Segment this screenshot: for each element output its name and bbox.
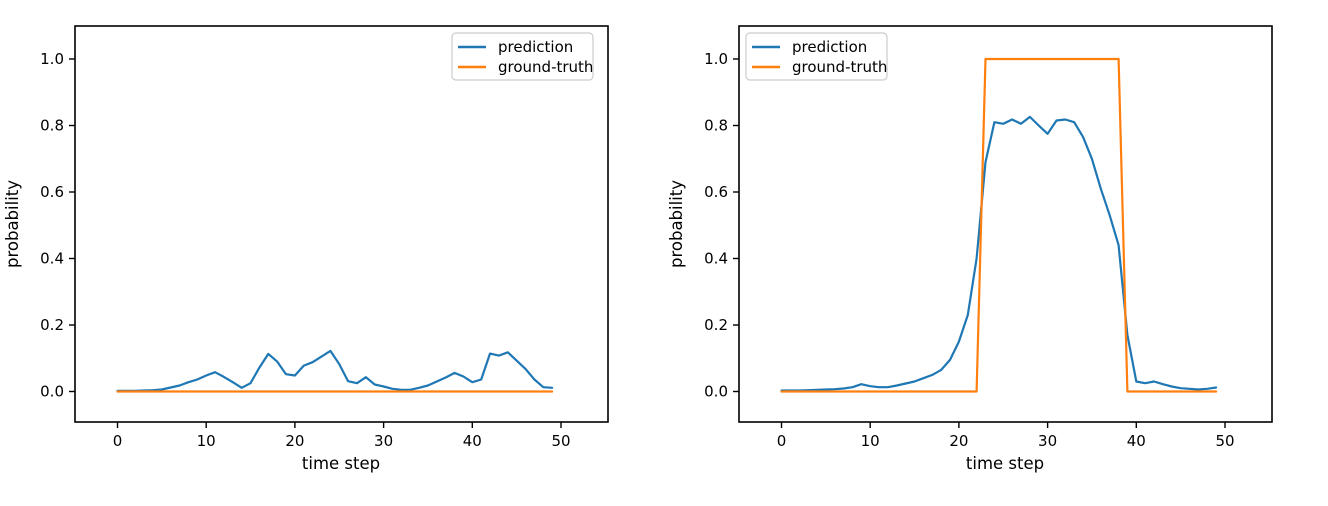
x-tick-label: 10 <box>861 432 880 450</box>
y-tick-label: 0.8 <box>704 117 728 135</box>
y-tick-label: 0.0 <box>40 383 64 401</box>
plot-frame <box>738 25 1273 423</box>
x-tick-label: 40 <box>463 432 482 450</box>
x-tick-label: 20 <box>949 432 968 450</box>
chart-right: 0 10 20 30 40 50 0.0 0.2 0.4 0.6 0.8 1.0 time step … <box>664 0 1328 506</box>
legend: prediction ground-truth <box>745 32 888 81</box>
data-lines <box>780 57 1218 393</box>
x-axis-label: time step <box>966 454 1044 473</box>
legend-ground-truth-label: ground-truth <box>498 58 593 76</box>
y-tick-label: 0.0 <box>704 383 728 401</box>
y-tick-label: 0.6 <box>704 183 728 201</box>
x-tick-label: 40 <box>1127 432 1146 450</box>
ground-truth-line <box>780 57 1218 393</box>
y-axis-label: probability <box>3 180 22 268</box>
y-tick-label: 0.2 <box>704 316 728 334</box>
x-tick-label: 20 <box>285 432 304 450</box>
x-tick-label: 0 <box>113 432 123 450</box>
x-tick-label: 0 <box>777 432 787 450</box>
prediction-line <box>116 349 554 392</box>
chart-left-plot: 0 10 20 30 40 500.00.20.40.60.81.0 time step … <box>3 25 609 473</box>
chart-right-plot: 0 10 20 30 40 500.00.20.40.60.81.0 time step … <box>667 25 1273 473</box>
legend-box <box>451 32 594 81</box>
y-tick-label: 0.2 <box>40 316 64 334</box>
y-tick-label: 0.8 <box>40 117 64 135</box>
y-tick-label: 1.0 <box>40 50 64 68</box>
y-axis-label: probability <box>667 180 686 268</box>
legend-box <box>745 32 888 81</box>
chart-left: 0 10 20 30 40 50 0.0 0.2 0.4 0.6 0.8 1.0 time step … <box>3 25 609 473</box>
y-tick-label: 0.6 <box>40 183 64 201</box>
y-tick-label: 1.0 <box>704 50 728 68</box>
axis-ticks: 0 10 20 30 40 50 0.0 0.2 0.4 0.6 0.8 1.0 <box>704 50 1234 450</box>
y-tick-label: 0.4 <box>704 250 728 268</box>
x-axis-label: time step <box>302 454 380 473</box>
x-tick-label: 30 <box>374 432 393 450</box>
data-lines <box>116 349 554 393</box>
y-tick-label: 0.4 <box>40 250 64 268</box>
legend: prediction ground-truth <box>451 32 594 81</box>
legend-ground-truth-label: ground-truth <box>792 58 887 76</box>
plot-frame <box>74 25 609 423</box>
x-tick-label: 10 <box>197 432 216 450</box>
legend-prediction-label: prediction <box>498 38 573 56</box>
axis-ticks: 0 10 20 30 40 50 0.0 0.2 0.4 0.6 0.8 1.0 <box>40 50 570 450</box>
legend-prediction-label: prediction <box>792 38 867 56</box>
x-tick-label: 30 <box>1038 432 1057 450</box>
x-tick-label: 50 <box>551 432 570 450</box>
x-tick-label: 50 <box>1215 432 1234 450</box>
prediction-line <box>780 115 1218 392</box>
